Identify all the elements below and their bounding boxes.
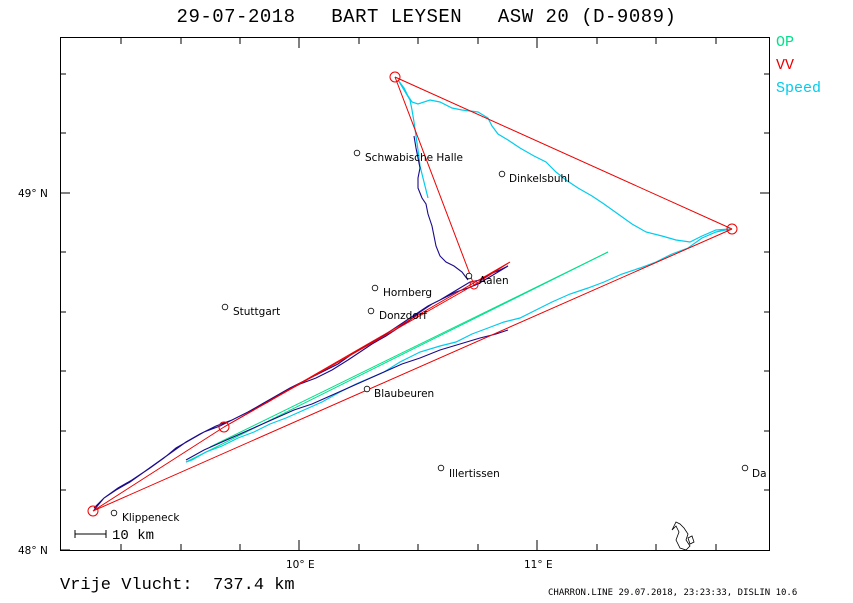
place-label: Schwabische Halle <box>365 152 463 164</box>
place-label: Illertissen <box>449 468 500 480</box>
scale-bar <box>74 530 107 538</box>
lake-outline-2 <box>687 535 695 545</box>
lon-label-10: 10° E <box>286 559 315 571</box>
place-label: Klippeneck <box>122 512 180 524</box>
lake-outline <box>671 521 691 551</box>
ticks-bottom <box>120 540 717 550</box>
scale-bar-label: 10 km <box>112 528 154 544</box>
legend-op: OP <box>776 34 795 51</box>
map-frame <box>60 37 770 551</box>
flight-track-south <box>185 329 509 461</box>
plot-meta: CHARRON.LINE 29.07.2018, 23:23:33, DISLI… <box>548 588 798 598</box>
place-label: Blaubeuren <box>374 388 434 400</box>
flight-track <box>93 265 509 511</box>
place-label: Hornberg <box>383 287 432 299</box>
place-label: Da <box>752 468 767 480</box>
ticks-right <box>760 73 770 491</box>
place-label: Dinkelsbuhl <box>509 173 570 185</box>
speed-track <box>185 79 731 463</box>
op-lines <box>185 251 609 463</box>
map-title: 29-07-2018 BART LEYSEN ASW 20 (D-9089) <box>176 6 677 28</box>
turnpoints <box>87 71 738 517</box>
legend-speed: Speed <box>776 80 822 97</box>
flight-track-north <box>413 135 469 281</box>
ticks-left <box>60 73 70 551</box>
lat-label-48: 48° N <box>18 545 48 557</box>
task-lines <box>92 76 733 512</box>
place-label: Stuttgart <box>233 306 280 318</box>
place-label: Aalen <box>479 275 509 287</box>
place-markers <box>110 149 749 517</box>
free-flight-distance: Vrije Vlucht: 737.4 km <box>60 576 295 595</box>
ticks-top <box>120 38 717 48</box>
lat-label-49: 49° N <box>18 188 48 200</box>
place-label: Donzdorf <box>379 310 427 322</box>
lon-label-11: 11° E <box>524 559 553 571</box>
legend-vv: VV <box>776 57 795 74</box>
